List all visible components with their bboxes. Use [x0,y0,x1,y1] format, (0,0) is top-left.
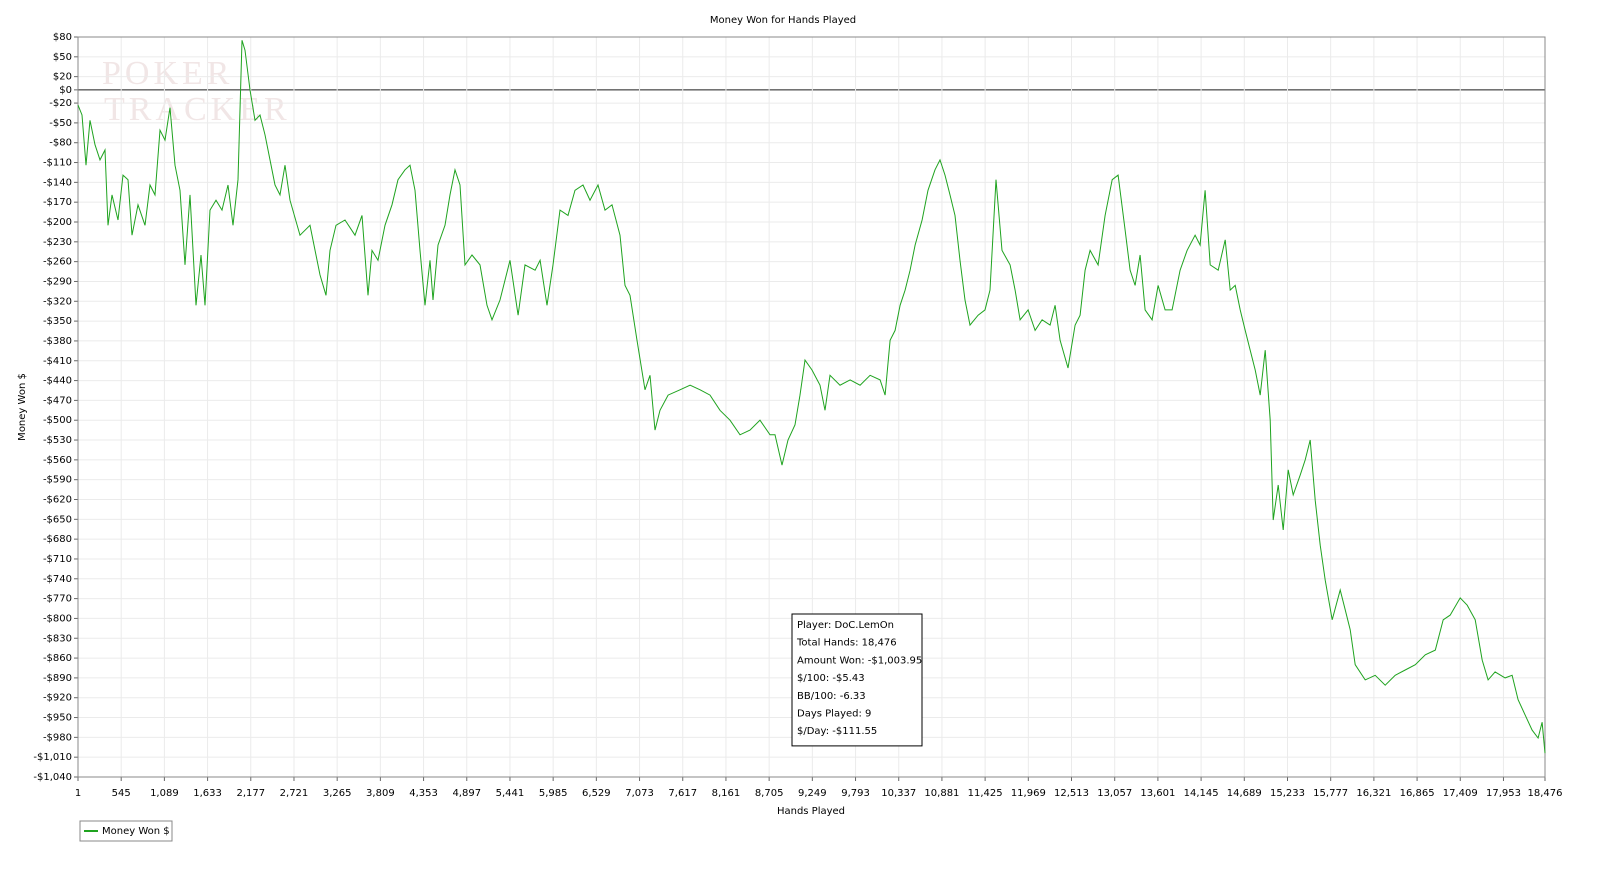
y-tick-label: -$800 [43,613,72,624]
y-tick-label: $80 [53,32,72,43]
x-tick-label: 4,353 [409,788,438,799]
legend-box [79,820,173,842]
x-tick-label: 7,617 [668,788,697,799]
x-tick-label: 3,809 [366,788,395,799]
x-tick-label: 2,721 [280,788,309,799]
x-tick-label: 1 [75,788,81,799]
stats-line: Days Played: 9 [797,709,871,720]
y-axis-title: Money Won $ [17,373,28,441]
data-line [77,40,1546,754]
x-tick-label: 9,249 [798,788,827,799]
y-tick-label: -$410 [43,356,72,367]
x-tick-label: 545 [112,788,131,799]
y-tick-label: $20 [53,72,72,83]
y-tick-label: -$320 [43,296,72,307]
x-tick-label: 7,073 [625,788,654,799]
y-tick-label: -$710 [43,554,72,565]
y-tick-label: -$560 [43,455,72,466]
x-tick-label: 13,601 [1140,788,1175,799]
y-tick-label: -$170 [43,197,72,208]
x-tick-label: 16,865 [1400,788,1435,799]
y-tick-label: -$110 [43,158,72,169]
legend: Money Won $ [79,820,173,842]
x-tick-label: 10,881 [924,788,959,799]
y-tick-label: -$980 [43,732,72,743]
stats-line: BB/100: -6.33 [797,691,866,702]
y-tick-label: -$260 [43,257,72,268]
y-tick-label: -$290 [43,276,72,287]
stats-line: $/Day: -$111.55 [797,726,877,737]
y-tick-label: -$50 [49,118,72,129]
x-axis-title: Hands Played [777,806,845,817]
x-tick-label: 15,233 [1270,788,1305,799]
x-tick-label: 5,985 [539,788,568,799]
watermark: TRACKER [104,91,291,128]
y-tick-label: -$650 [43,514,72,525]
x-tick-label: 14,689 [1227,788,1262,799]
watermark: POKER [102,55,233,92]
x-tick-label: 2,177 [236,788,265,799]
x-tick-label: 9,793 [841,788,870,799]
y-tick-label: -$620 [43,495,72,506]
y-tick-label: -$890 [43,673,72,684]
stats-line: Amount Won: -$1,003.95 [797,655,922,666]
y-tick-label: -$530 [43,435,72,446]
x-tick-label: 12,513 [1054,788,1089,799]
x-tick-label: 13,057 [1097,788,1132,799]
y-tick-label: -$230 [43,237,72,248]
x-tick-label: 8,161 [712,788,741,799]
x-tick-label: 4,897 [452,788,481,799]
y-tick-label: -$350 [43,316,72,327]
y-tick-label: -$80 [49,138,72,149]
x-tick-label: 15,777 [1313,788,1348,799]
x-tick-label: 14,145 [1184,788,1219,799]
y-tick-label: $0 [59,85,72,96]
x-tick-label: 11,425 [968,788,1003,799]
y-tick-label: -$380 [43,336,72,347]
plot-frame [77,36,1546,778]
legend-label: Money Won $ [102,826,170,837]
stats-box [791,613,923,747]
stats-line: Total Hands: 18,476 [796,638,897,649]
y-tick-label: -$1,040 [33,772,72,783]
y-tick-label: -$140 [43,177,72,188]
x-tick-label: 1,633 [193,788,222,799]
y-tick-label: -$590 [43,475,72,486]
y-tick-label: -$200 [43,217,72,228]
x-tick-label: 17,409 [1443,788,1478,799]
y-tick-label: -$470 [43,395,72,406]
y-tick-label: -$920 [43,693,72,704]
y-tick-label: -$440 [43,376,72,387]
x-tick-label: 5,441 [496,788,525,799]
y-tick-label: -$950 [43,713,72,724]
y-tick-label: -$680 [43,534,72,545]
x-tick-label: 1,089 [150,788,179,799]
y-tick-label: -$500 [43,415,72,426]
y-tick-label: -$740 [43,574,72,585]
stats-line: Player: DoC.LemOn [797,620,894,631]
x-tick-label: 18,476 [1528,788,1563,799]
x-tick-label: 16,321 [1356,788,1391,799]
y-tick-label: $50 [53,52,72,63]
y-tick-label: -$20 [49,98,72,109]
x-tick-label: 3,265 [323,788,352,799]
x-tick-label: 11,969 [1011,788,1046,799]
x-tick-label: 6,529 [582,788,611,799]
stats-line: $/100: -$5.43 [797,673,865,684]
y-tick-label: -$770 [43,594,72,605]
y-tick-label: -$830 [43,633,72,644]
chart-title: Money Won for Hands Played [710,15,856,26]
y-tick-label: -$860 [43,653,72,664]
x-tick-label: 10,337 [881,788,916,799]
x-tick-label: 17,953 [1486,788,1521,799]
y-tick-label: -$1,010 [33,752,72,763]
x-tick-label: 8,705 [755,788,784,799]
